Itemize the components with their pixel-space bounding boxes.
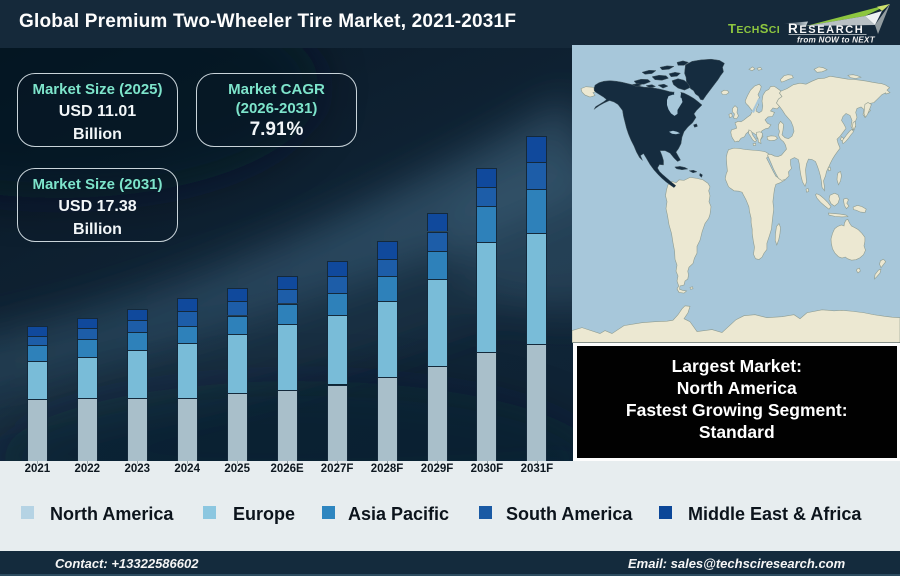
svg-text:TECHSCI: TECHSCI [728,21,780,36]
svg-text:from NOW to NEXT: from NOW to NEXT [797,36,876,45]
svg-text:RESEARCH: RESEARCH [788,21,864,36]
